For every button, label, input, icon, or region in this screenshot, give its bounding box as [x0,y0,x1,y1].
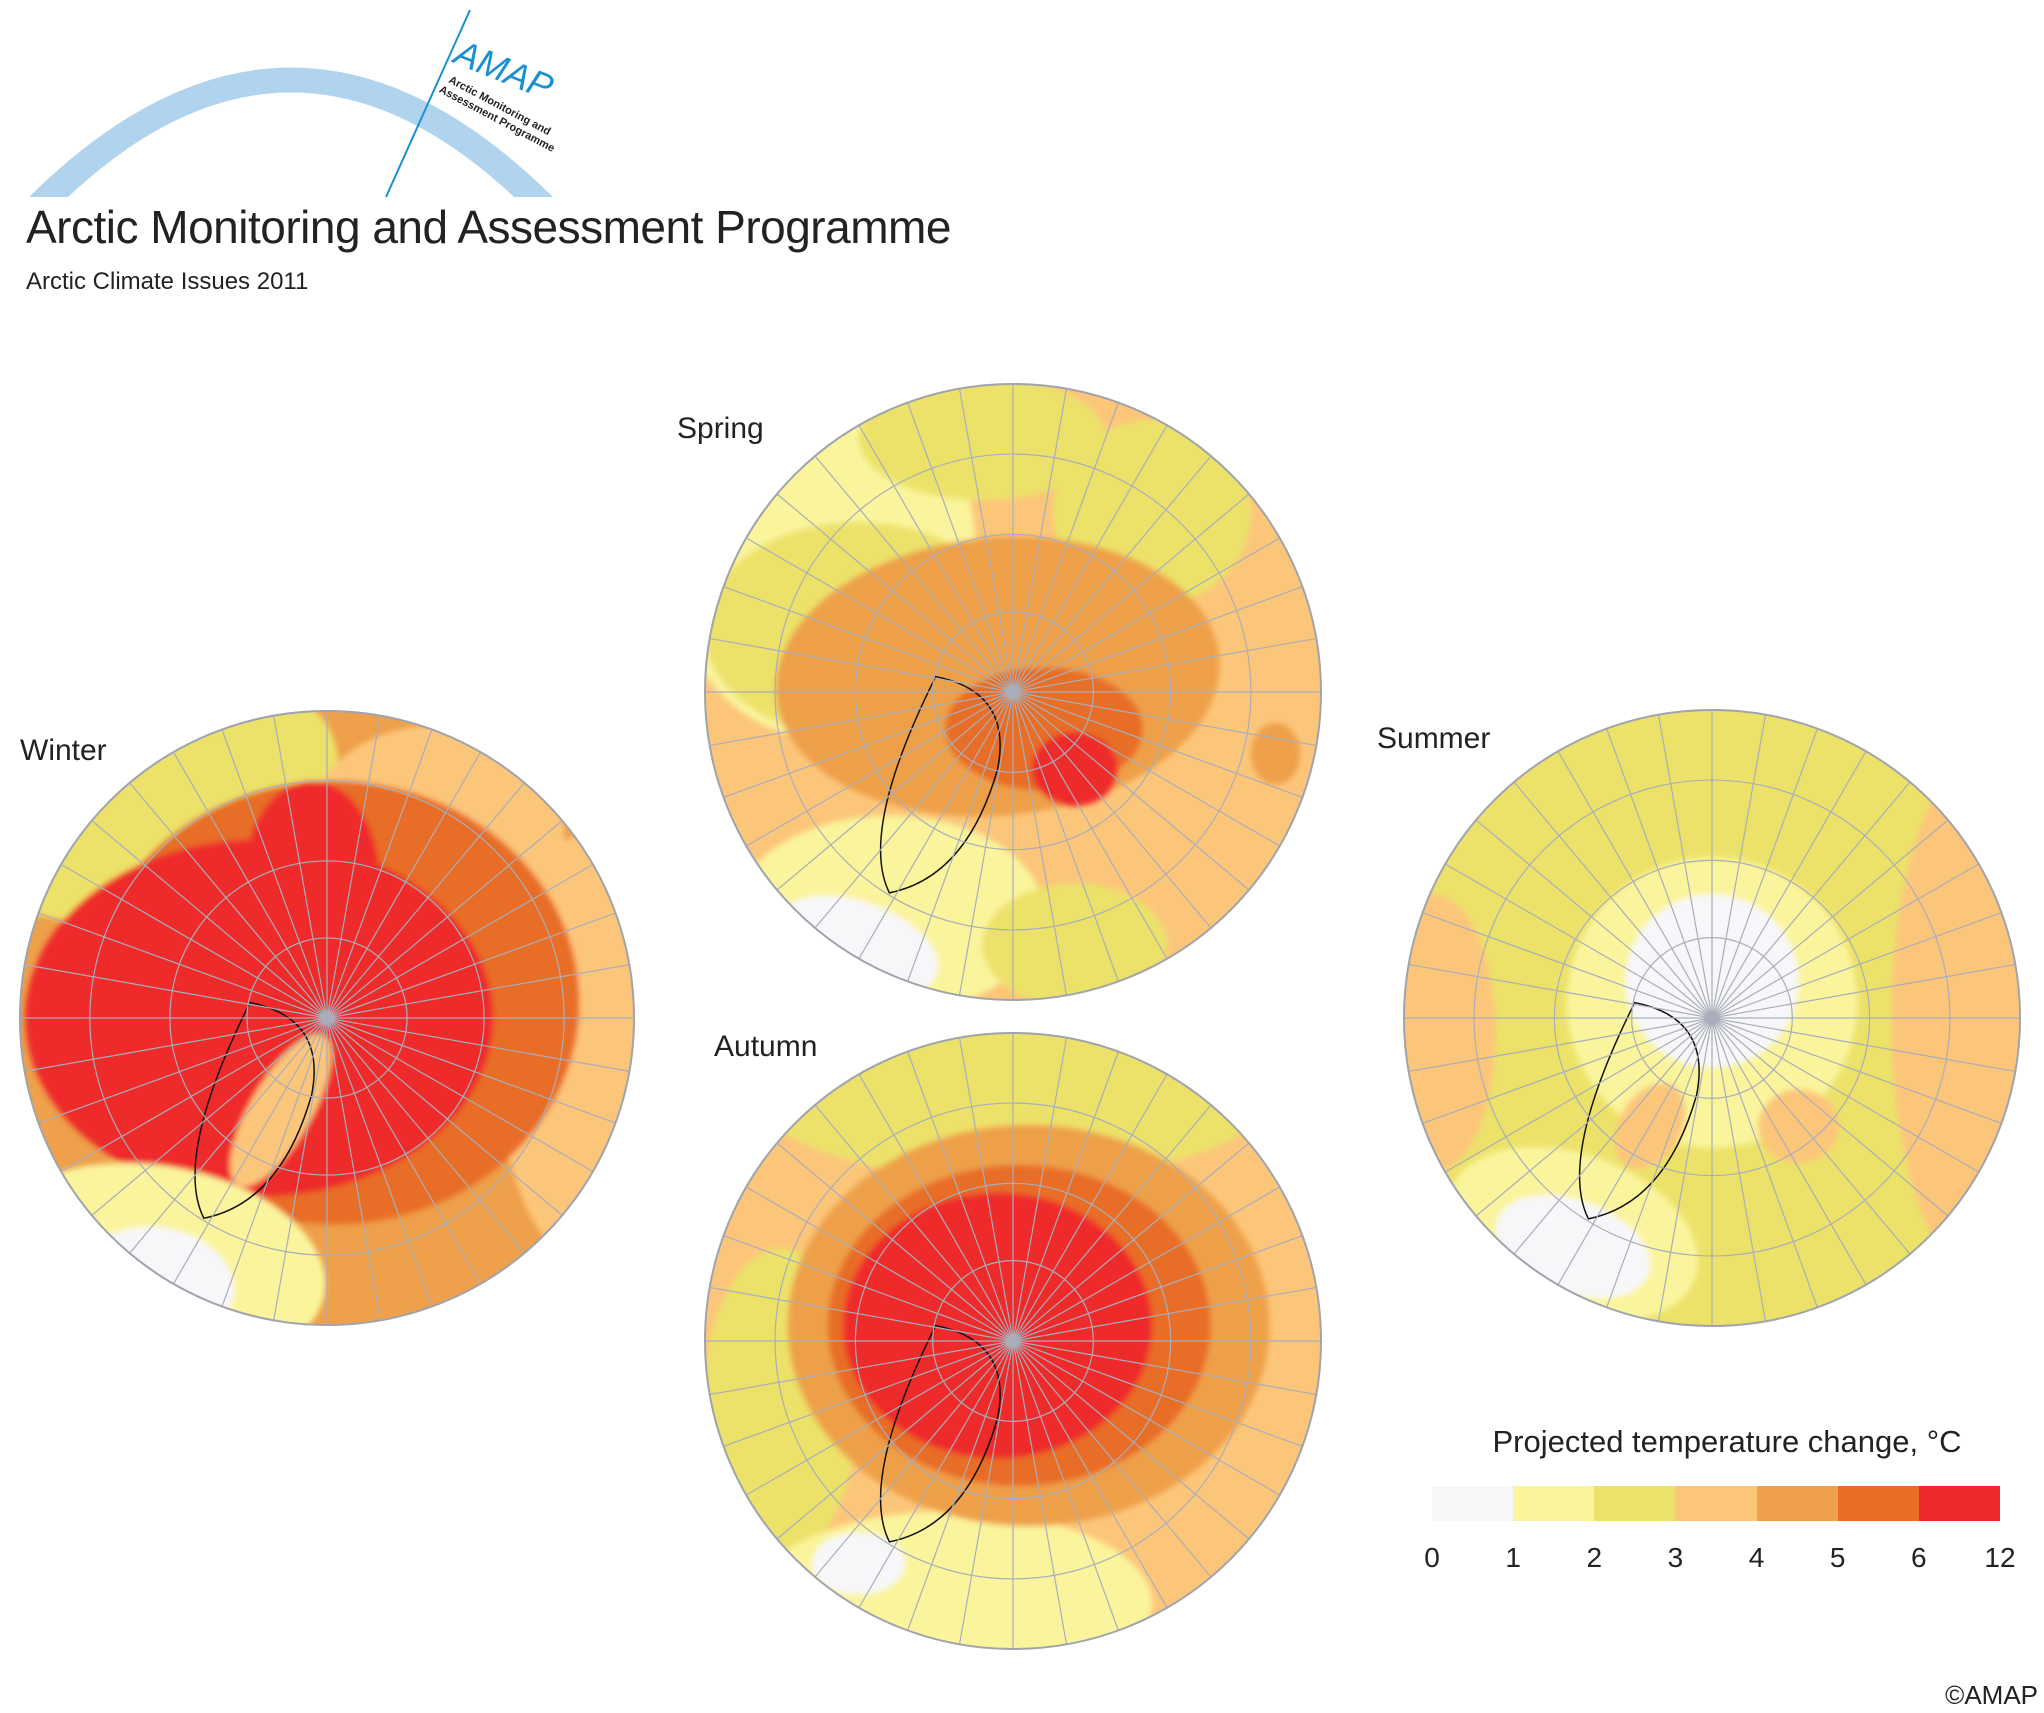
legend-swatch-2 [1594,1486,1676,1521]
legend-tick: 5 [1829,1542,1846,1573]
map-border [19,710,635,1326]
temperature-zone [812,1532,905,1595]
amap-logo: AMAP Arctic Monitoring and Assessment Pr… [29,9,559,198]
coastline [194,1001,315,1220]
legend-tick: 6 [1911,1542,1927,1573]
winter-map [19,710,635,1326]
winter-label: Winter [20,734,107,767]
page-title: Arctic Monitoring and Assessment Program… [26,201,951,253]
logo-arc [29,67,553,197]
logo-line [385,9,471,198]
graticule [704,383,1322,1001]
map-border [704,1032,1322,1650]
graticule [19,710,635,1326]
copyright: ©AMAP [1945,1680,2038,1710]
coastline [1578,1001,1700,1220]
legend-title: Projected temperature change, °C [1492,1424,1962,1459]
map-border [704,383,1322,1001]
legend-swatch-6 [1918,1486,2000,1521]
legend-tick: 3 [1667,1542,1684,1573]
coastline [879,675,1001,894]
coastline [879,1324,1001,1543]
legend-swatch-1 [1513,1486,1595,1521]
temperature-zone [1031,732,1119,807]
legend-swatch-4 [1756,1486,1838,1521]
temperature-zone [982,883,1168,1001]
legend-tick: 12 [1984,1542,2016,1573]
temperature-zone [750,1510,1153,1650]
legend-swatch-0 [1432,1486,1514,1521]
temperature-zone [1403,894,1496,1173]
temperature-zone [858,383,1106,501]
legend-tick: 2 [1586,1542,1603,1573]
autumn-label: Autumn [714,1030,818,1063]
graticule [1403,709,2021,1327]
temperature-zone [243,780,380,978]
spring-label: Spring [677,412,764,445]
spring-map [704,383,1322,1001]
page-subtitle: Arctic Climate Issues 2011 [26,268,309,295]
legend-color-bar [1432,1486,2000,1521]
summer-label: Summer [1377,722,1491,755]
legend-tick: 4 [1748,1542,1765,1573]
graticule [704,1032,1322,1650]
legend-swatch-5 [1837,1486,1919,1521]
legend-tick: 0 [1424,1542,1440,1573]
temperature-zone [230,1034,332,1187]
legend-tick: 1 [1505,1542,1521,1573]
temperature-zone [1250,722,1301,785]
autumn-map [704,1032,1322,1650]
summer-map [1403,709,2021,1327]
legend-swatch-3 [1675,1486,1757,1521]
map-border [1403,709,2021,1327]
